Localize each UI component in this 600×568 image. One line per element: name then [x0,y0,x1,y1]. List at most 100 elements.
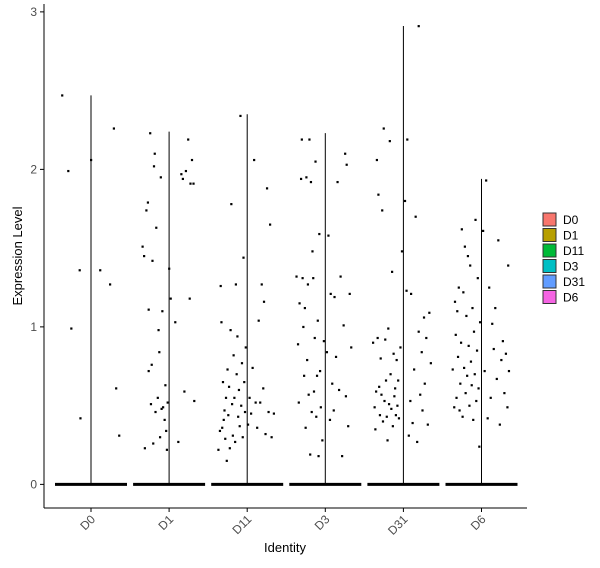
data-point [318,369,322,373]
data-point [262,300,266,303]
data-point [322,340,325,343]
data-point [388,140,391,143]
x-tick-label: D0 [77,512,98,533]
x-tick-label: D31 [385,512,411,538]
data-point [218,429,222,433]
data-point [312,390,316,393]
data-point [469,360,473,363]
data-point [315,415,318,418]
data-point [331,382,334,385]
data-point [348,292,351,295]
data-point [337,388,341,392]
data-point [166,401,169,404]
data-point [347,425,350,428]
data-point [392,352,395,355]
data-point [345,163,348,166]
violin-D6 [445,178,518,486]
data-point [350,346,353,349]
data-point [168,267,171,270]
data-point [154,410,157,414]
data-point [300,138,303,141]
data-point [414,215,417,218]
data-point [272,412,275,415]
data-point [468,404,471,407]
data-point [227,385,231,388]
legend-label: D3 [563,260,579,274]
data-point [475,399,478,403]
data-point [163,418,166,421]
data-point [397,379,400,382]
data-point [230,203,233,206]
data-point [240,362,244,365]
data-point [235,373,238,376]
violin-D31 [367,25,440,486]
data-point [419,393,422,396]
data-point [376,336,379,340]
data-point [234,440,237,444]
data-point [156,396,159,399]
data-point [243,410,247,414]
data-point [158,351,161,354]
data-point [470,384,473,387]
violin-D0 [55,94,127,486]
data-point [269,223,272,226]
data-point [379,357,382,360]
data-point [219,284,222,288]
data-point [334,355,338,358]
data-point [426,423,429,426]
data-point [217,448,220,451]
data-point [494,306,497,310]
legend-label: D6 [563,291,579,305]
data-point [99,269,102,272]
violin-D3 [289,133,362,486]
x-axis-title: Identity [264,540,306,555]
data-point [459,341,463,344]
data-point [222,418,225,421]
data-point [489,396,492,399]
data-point [457,286,460,289]
data-point [483,369,486,373]
data-point [339,275,342,278]
data-point [299,177,303,181]
data-point [344,152,347,155]
data-point [391,425,394,428]
data-point [306,283,310,286]
data-point [220,321,223,324]
data-point [410,292,413,295]
legend-label: D1 [563,229,579,243]
x-axis-ticks: D0 D1 D11 D3 D31 D6 [77,508,489,538]
data-point [400,250,404,253]
data-point [407,434,410,437]
data-point [225,459,228,462]
data-point [165,429,168,433]
legend-key [542,243,557,258]
data-point [177,440,180,444]
data-point [301,277,304,280]
data-point [460,228,463,231]
data-point [453,406,456,409]
y-axis-ticks: 0 1 2 3 [30,5,44,491]
data-point [486,417,489,420]
data-point [341,455,344,458]
data-point [458,409,461,412]
data-point [304,426,307,429]
data-point [495,377,498,381]
data-point [463,245,466,248]
data-point [250,412,253,415]
data-point [464,392,467,395]
data-point [295,275,298,278]
data-point [256,426,259,429]
data-point [236,335,239,338]
data-point [498,423,501,426]
data-point [169,297,172,300]
data-point [303,306,306,310]
data-point [190,158,194,162]
data-point [459,382,462,385]
data-point [497,239,500,242]
data-point [242,256,245,259]
data-point [162,406,165,409]
data-point [403,199,407,203]
data-point [152,442,155,445]
